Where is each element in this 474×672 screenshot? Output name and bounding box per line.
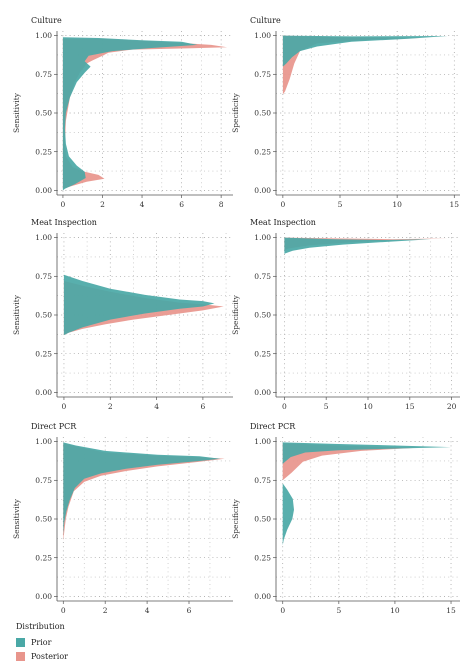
density-area-prior	[282, 442, 451, 546]
x-tick-label: 20	[447, 402, 457, 411]
panel-title: Meat Inspection	[250, 218, 316, 227]
y-tick-label: 1.00	[35, 233, 52, 242]
x-tick-label: 6	[187, 606, 192, 615]
x-tick-label: 10	[392, 200, 402, 209]
y-tick-label: 0.75	[254, 70, 271, 79]
y-tick-label: 1.00	[254, 31, 271, 40]
x-tick-label: 0	[280, 606, 285, 615]
legend: Distribution Prior Posterior	[16, 622, 68, 663]
x-tick-label: 0	[282, 402, 287, 411]
density-area-posterior	[282, 443, 418, 481]
y-axis-label: Specificity	[231, 498, 240, 539]
panel-title: Direct PCR	[31, 422, 77, 431]
density-area-prior	[62, 37, 198, 191]
y-tick-label: 0.50	[35, 311, 52, 320]
x-tick-label: 0	[61, 200, 66, 209]
density-area-posterior	[62, 38, 228, 189]
x-tick-label: 5	[324, 402, 329, 411]
density-area-prior	[282, 35, 448, 67]
panel-4: Meat Inspection 0 5 10 15 20 0.00 0.25 0.50 0.75 1…	[231, 218, 460, 411]
density-area-prior	[63, 274, 215, 336]
y-tick-label: 1.00	[35, 437, 52, 446]
y-tick-label: 0.50	[35, 515, 52, 524]
y-axis-label: Sensitivity	[12, 498, 21, 539]
x-tick-label: 10	[390, 606, 400, 615]
y-tick-label: 0.00	[35, 592, 52, 601]
x-tick-label: 2	[103, 606, 108, 615]
density-area-prior	[284, 237, 431, 254]
panel-6: Direct PCR 0 5 10 15 0.00 0.25 0.50 0.75 1.00 Spec…	[231, 422, 460, 615]
y-axis-label: Specificity	[231, 294, 240, 335]
x-tick-label: 6	[179, 200, 184, 209]
panel-2: Culture 0 5 10 15 0.00 0.25 0.50 0.75 1.00 Specifi…	[231, 16, 460, 209]
y-tick-label: 0.75	[254, 476, 271, 485]
panel-title: Direct PCR	[250, 422, 296, 431]
y-tick-label: 0.50	[254, 311, 271, 320]
y-tick-label: 0.25	[35, 147, 52, 156]
x-tick-label: 15	[450, 200, 460, 209]
legend-label-prior: Prior	[31, 637, 52, 647]
x-tick-label: 4	[154, 402, 159, 411]
y-tick-label: 0.25	[254, 147, 271, 156]
y-tick-label: 0.25	[35, 349, 52, 358]
y-tick-label: 0.75	[35, 70, 52, 79]
y-tick-label: 0.75	[254, 272, 271, 281]
legend-title: Distribution	[16, 622, 65, 631]
y-tick-label: 0.75	[35, 476, 52, 485]
y-tick-label: 0.50	[254, 515, 271, 524]
x-tick-label: 5	[336, 606, 341, 615]
x-tick-label: 0	[62, 402, 67, 411]
x-tick-label: 0	[61, 606, 66, 615]
x-tick-label: 5	[338, 200, 343, 209]
y-axis-label: Specificity	[231, 92, 240, 133]
y-tick-label: 1.00	[254, 233, 271, 242]
x-tick-label: 2	[100, 200, 105, 209]
panel-5: Direct PCR 0 2 4 6 0.00 0.25 0.50 0.75 1.00 Sensit…	[12, 422, 233, 615]
x-tick-label: 15	[405, 402, 415, 411]
y-axis-label: Sensitivity	[12, 92, 21, 133]
y-tick-label: 0.00	[35, 388, 52, 397]
y-tick-label: 0.25	[254, 349, 271, 358]
legend-swatch-prior	[16, 637, 25, 647]
y-tick-label: 0.50	[35, 109, 52, 118]
x-tick-label: 15	[446, 606, 456, 615]
x-tick-label: 4	[145, 606, 150, 615]
panel-title: Culture	[31, 16, 62, 25]
y-axis-label: Sensitivity	[12, 294, 21, 335]
y-tick-label: 0.25	[254, 553, 271, 562]
x-tick-label: 0	[280, 200, 285, 209]
y-tick-label: 1.00	[254, 437, 271, 446]
panel-title: Meat Inspection	[31, 218, 97, 227]
x-tick-label: 2	[108, 402, 113, 411]
density-area-prior	[63, 442, 221, 535]
legend-swatch-posterior	[16, 651, 25, 661]
y-tick-label: 0.00	[254, 388, 271, 397]
y-tick-label: 1.00	[35, 31, 52, 40]
y-tick-label: 0.25	[35, 553, 52, 562]
panel-1: Culture 0 2 4 6 8 0.00 0.25 0.50 0.75 1.00 Sensitiv…	[12, 16, 233, 209]
y-tick-label: 0.50	[254, 109, 271, 118]
x-tick-label: 8	[219, 200, 224, 209]
x-tick-label: 4	[140, 200, 145, 209]
panel-3: Meat Inspection 0 2 4 6 0.00 0.25 0.50 0.75 1.00 S…	[12, 218, 233, 411]
y-tick-label: 0.00	[254, 186, 271, 195]
y-tick-label: 0.75	[35, 272, 52, 281]
y-tick-label: 0.00	[254, 592, 271, 601]
legend-item-prior: Prior	[16, 635, 68, 649]
legend-label-posterior: Posterior	[31, 651, 68, 661]
x-tick-label: 6	[201, 402, 206, 411]
panel-title: Culture	[250, 16, 281, 25]
legend-item-posterior: Posterior	[16, 649, 68, 663]
y-tick-label: 0.00	[35, 186, 52, 195]
x-tick-label: 10	[363, 402, 373, 411]
